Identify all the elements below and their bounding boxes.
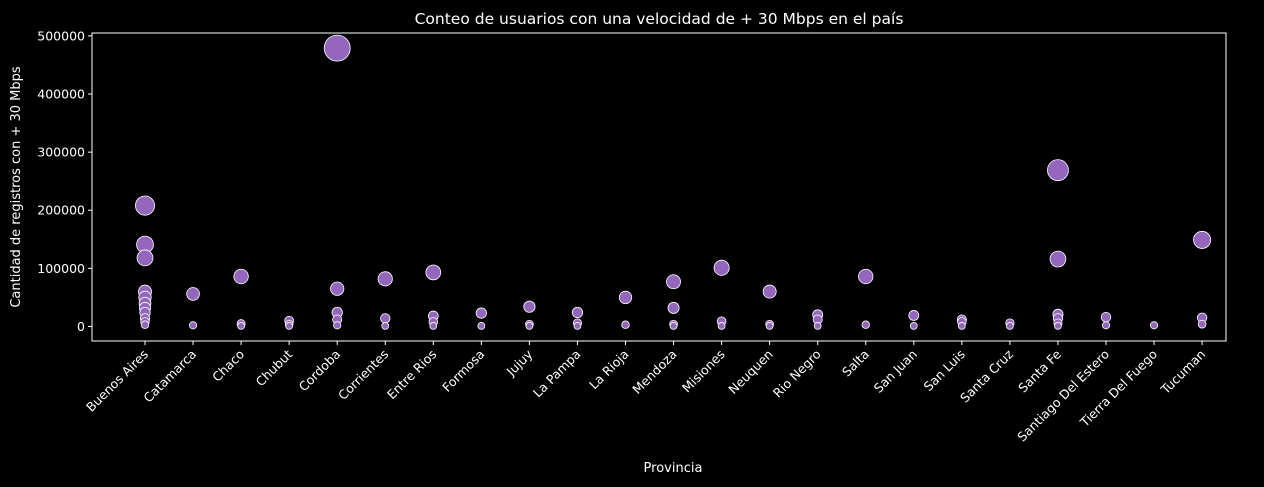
data-point <box>957 322 966 330</box>
data-point <box>477 322 486 330</box>
data-point <box>189 321 198 330</box>
data-point <box>717 322 726 330</box>
chart-title: Conteo de usuarios con una velocidad de … <box>415 10 904 28</box>
y-tick-label: 200000 <box>37 203 85 218</box>
data-point <box>621 320 630 329</box>
data-point <box>666 274 681 290</box>
y-tick-label: 500000 <box>37 28 85 43</box>
data-point <box>571 306 584 319</box>
y-tick-label: 100000 <box>37 261 85 276</box>
data-point <box>1193 230 1212 249</box>
data-point <box>618 290 633 305</box>
data-point <box>573 322 582 330</box>
y-tick-label: 300000 <box>37 145 85 160</box>
y-tick-label: 0 <box>77 319 85 334</box>
data-point <box>813 322 822 330</box>
data-point <box>140 320 150 329</box>
data-point <box>713 259 730 276</box>
data-point <box>323 34 351 62</box>
plot-area <box>135 34 1212 330</box>
data-point <box>425 264 442 281</box>
data-point <box>186 287 200 301</box>
data-point <box>475 307 487 319</box>
data-point <box>1049 250 1067 268</box>
data-point <box>762 284 777 299</box>
data-point <box>525 322 534 330</box>
data-point <box>908 310 920 321</box>
data-point <box>233 268 249 285</box>
data-point <box>285 322 294 330</box>
data-point <box>381 322 390 330</box>
data-point <box>135 195 155 216</box>
x-axis-title: Provincia <box>644 461 703 476</box>
data-point <box>1006 322 1014 330</box>
data-point <box>333 321 342 330</box>
y-tick-label: 400000 <box>37 87 85 102</box>
data-point <box>1197 319 1207 329</box>
data-point <box>765 322 774 330</box>
data-point <box>1100 311 1112 323</box>
plot-frame <box>91 32 1227 342</box>
y-axis: 0 100000 200000 300000 400000 500000 <box>37 28 92 334</box>
data-point <box>429 322 438 330</box>
y-axis-title: Cantidad de registros con + 30 Mbps <box>9 66 24 308</box>
data-point <box>377 271 393 287</box>
data-point <box>667 301 680 314</box>
data-point <box>380 313 391 324</box>
data-point <box>858 268 874 285</box>
data-point <box>909 322 918 330</box>
data-point <box>330 281 345 296</box>
data-point <box>1101 321 1111 330</box>
data-point <box>237 322 245 330</box>
data-point <box>523 300 536 313</box>
data-point <box>136 249 154 267</box>
data-point <box>669 322 678 330</box>
data-point <box>1047 159 1069 182</box>
data-point <box>1150 321 1159 330</box>
data-point <box>1054 322 1062 330</box>
data-point <box>861 320 870 329</box>
